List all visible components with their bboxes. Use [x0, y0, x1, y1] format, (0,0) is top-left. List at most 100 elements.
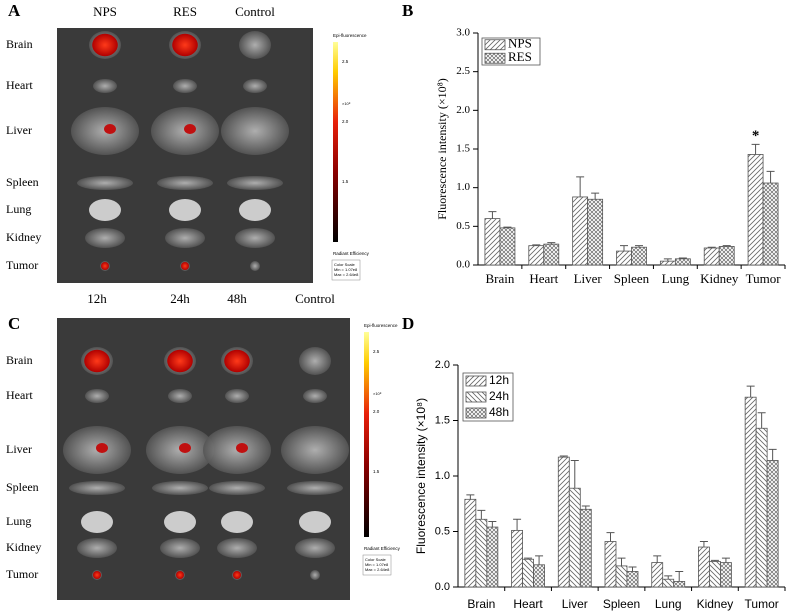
- organ: [303, 389, 327, 403]
- fluorescence: [176, 571, 184, 579]
- panel-label: C: [8, 314, 20, 333]
- scale-tick: 2.0: [342, 119, 349, 124]
- scale-box: [331, 259, 361, 281]
- fluorescence: [184, 124, 196, 134]
- organ: [287, 481, 343, 495]
- organ: [85, 389, 109, 403]
- organ: [299, 347, 331, 375]
- error-bar: [513, 518, 522, 531]
- row-label: Spleen: [6, 175, 39, 189]
- organ: [164, 511, 196, 533]
- organ: [157, 176, 213, 190]
- error-bar: [699, 540, 708, 548]
- legend-swatch: [484, 52, 506, 64]
- y-tick-label: 0.5: [435, 525, 450, 537]
- y-tick-label: 2.0: [435, 359, 450, 371]
- organ: [160, 538, 200, 558]
- error-bar: [535, 555, 544, 565]
- error-bar: [620, 245, 628, 252]
- organ: [173, 79, 197, 93]
- organ: [81, 511, 113, 533]
- bar: [543, 243, 560, 266]
- y-tick-label: 1.5: [456, 143, 470, 155]
- bar: [522, 558, 534, 588]
- bar: [499, 227, 516, 266]
- scale-box-text: Color Scale: [334, 262, 355, 267]
- y-tick-label: 1.5: [435, 414, 450, 426]
- bar: [615, 565, 628, 588]
- row-label: Kidney: [6, 540, 41, 554]
- legend-label: 48h: [489, 405, 509, 419]
- organ: [250, 261, 260, 271]
- error-bar: [547, 242, 556, 245]
- scale-box-text: Max = 2.64e8: [365, 567, 390, 572]
- organ: [77, 538, 117, 558]
- fluorescence: [92, 33, 118, 57]
- scale-unit: ×10⁸: [342, 101, 351, 106]
- column-label: 12h: [87, 291, 107, 306]
- y-tick-label: 2.5: [456, 65, 470, 77]
- legend-label: 24h: [489, 389, 509, 403]
- legend-swatch: [465, 375, 487, 387]
- fluorescence: [101, 262, 109, 270]
- organ: [281, 426, 349, 474]
- legend-label: RES: [508, 49, 532, 64]
- organ: [89, 199, 121, 221]
- error-bar: [766, 170, 775, 184]
- error-bar: [664, 575, 673, 580]
- error-bar: [635, 245, 643, 248]
- fluorescence: [181, 262, 189, 270]
- bar: [720, 562, 732, 588]
- panel-label: A: [8, 1, 21, 20]
- error-bar: [570, 459, 579, 489]
- bar: [464, 498, 477, 588]
- error-bar: [746, 385, 755, 398]
- row-label: Heart: [6, 388, 33, 402]
- row-label: Liver: [6, 442, 32, 456]
- organ: [227, 176, 283, 190]
- color-bar: [333, 42, 338, 242]
- error-bar: [653, 555, 662, 563]
- x-tick-label: Heart: [513, 597, 543, 611]
- error-bar: [581, 505, 590, 510]
- organ: [85, 228, 125, 248]
- bar: [511, 529, 523, 588]
- organ: [93, 79, 117, 93]
- bar: [747, 154, 764, 266]
- organ: [310, 570, 320, 580]
- x-tick-label: Brain: [467, 597, 495, 611]
- x-tick-label: Kidney: [697, 597, 734, 611]
- scale-box-text: Min = 1.07e8: [334, 267, 358, 272]
- x-tick-label: Kidney: [700, 271, 739, 286]
- row-label: Brain: [6, 353, 33, 367]
- x-tick-label: Brain: [485, 271, 514, 286]
- bar: [674, 258, 691, 266]
- legend-swatch: [465, 407, 487, 419]
- error-bar: [477, 509, 486, 520]
- error-bar: [675, 570, 684, 582]
- scale-box-text: Min = 1.07e8: [365, 562, 389, 567]
- row-label: Brain: [6, 37, 33, 51]
- bar: [744, 396, 757, 588]
- legend-label: NPS: [508, 36, 532, 51]
- organ: [168, 389, 192, 403]
- panel-label: D: [402, 314, 414, 333]
- organ: [295, 538, 335, 558]
- error-bar: [768, 448, 777, 461]
- error-bar: [488, 211, 497, 219]
- scale-tick: 2.5: [373, 349, 380, 354]
- bar: [604, 541, 617, 588]
- row-label: Liver: [6, 123, 32, 137]
- error-bar: [722, 245, 731, 247]
- bar: [557, 456, 570, 588]
- x-tick-label: Liver: [562, 597, 588, 611]
- bar: [631, 246, 647, 266]
- y-axis-label: Fluorescence intensity (×10⁸): [435, 78, 449, 220]
- error-bar: [606, 532, 615, 542]
- x-tick-label: Heart: [529, 271, 558, 286]
- bar: [659, 260, 676, 266]
- panel-label: B: [402, 1, 413, 20]
- bar: [703, 247, 720, 266]
- y-tick-label: 0.0: [456, 259, 470, 271]
